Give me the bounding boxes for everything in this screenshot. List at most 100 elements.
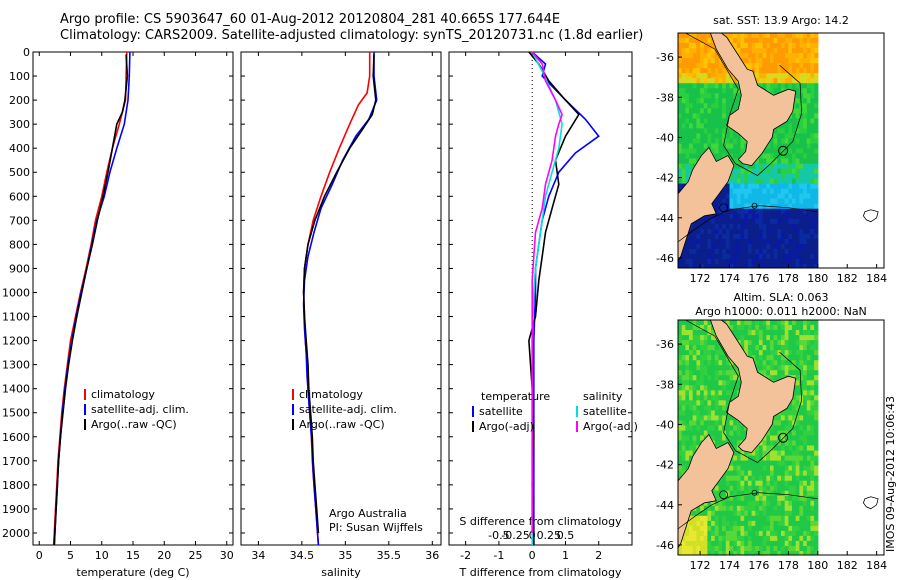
heat-cell [766, 460, 771, 467]
heat-cell [678, 63, 683, 69]
heat-cell [806, 540, 812, 547]
heat-cell [744, 233, 749, 240]
heat-cell [689, 148, 694, 155]
heat-cell [803, 178, 808, 185]
heat-cell [681, 415, 686, 421]
heat-cell [725, 485, 731, 492]
heat-cell [781, 233, 786, 240]
heat-cell [803, 475, 808, 482]
heat-cell [762, 233, 767, 240]
heat-cell [700, 530, 705, 537]
heat-cell [788, 168, 793, 175]
heat-cell [747, 485, 753, 492]
heat-cell [773, 360, 778, 366]
heat-cell [795, 248, 800, 255]
map-frame [677, 319, 885, 556]
heat-cell [711, 420, 716, 426]
heat-cell [736, 445, 742, 452]
heat-cell [711, 405, 716, 411]
heat-cell [799, 551, 804, 555]
heat-cell [799, 113, 804, 119]
heat-cell [744, 48, 749, 54]
heat-cell [685, 520, 690, 527]
heat-cell [784, 420, 789, 426]
heat-cell [678, 470, 683, 477]
heat-cell [773, 38, 778, 44]
heat-cell [703, 515, 709, 522]
heat-cell [762, 460, 767, 467]
heat-cell [696, 264, 701, 268]
heat-cell [810, 108, 815, 114]
heat-cell [733, 133, 738, 139]
heat-cell [806, 78, 812, 84]
heat-cell [707, 228, 712, 235]
heat-cell [799, 128, 804, 134]
heat-cell [696, 405, 701, 411]
heat-cell [736, 173, 742, 180]
heat-cell [770, 218, 775, 225]
heat-cell [773, 330, 778, 336]
heat-cell [722, 510, 727, 517]
heat-cell [803, 505, 808, 512]
heat-cell [703, 395, 709, 401]
heat-cell [758, 33, 764, 39]
heat-cell [810, 355, 815, 361]
heat-cell [795, 495, 800, 502]
heat-cell [814, 530, 819, 537]
heat-cell [722, 505, 727, 512]
heat-cell [766, 223, 771, 230]
heat-cell [685, 243, 690, 250]
heat-cell [792, 163, 797, 170]
chatham-islands [862, 209, 879, 223]
heat-cell [681, 335, 686, 341]
heat-cell [696, 103, 701, 109]
heat-cell [689, 58, 694, 64]
heat-cell [770, 228, 775, 235]
heat-cell [733, 148, 738, 155]
heat-cell [766, 345, 771, 351]
heat-cell [714, 415, 720, 421]
heat-cell [718, 248, 723, 255]
heat-cell [777, 88, 782, 94]
heat-cell [751, 480, 756, 487]
heat-cell [751, 355, 756, 361]
heat-cell [762, 228, 767, 235]
heat-cell [711, 264, 716, 268]
heat-cell [678, 455, 683, 462]
x-tick-label: 184 [866, 272, 887, 285]
heat-cell [795, 83, 800, 89]
heat-cell [810, 98, 815, 104]
heat-cell [766, 520, 771, 527]
heat-cell [770, 551, 775, 555]
heat-cell [703, 410, 709, 416]
figure-title-line1: Argo profile: CS 5903647_60 01-Aug-2012 … [60, 12, 561, 27]
heat-cell [725, 515, 731, 522]
heat-cell [718, 355, 723, 361]
heat-cell [689, 425, 694, 431]
heat-cell [747, 33, 753, 39]
heat-cell [814, 233, 819, 240]
heat-cell [777, 63, 782, 69]
heat-cell [814, 259, 819, 265]
heat-cell [729, 440, 734, 447]
y-tick-label: 1300 [2, 359, 30, 372]
heat-cell [814, 430, 819, 437]
heat-cell [718, 405, 723, 411]
heat-cell [762, 63, 767, 69]
heat-cell [803, 400, 808, 406]
heat-cell [777, 551, 782, 555]
heat-cell [781, 415, 786, 421]
heat-cell [722, 148, 727, 155]
series-argo-adj- [528, 51, 580, 545]
heat-cell [758, 490, 764, 497]
heat-cell [814, 365, 819, 371]
heat-cell [685, 535, 690, 542]
heat-cell [762, 435, 767, 442]
heat-cell [722, 133, 727, 139]
heat-cell [733, 525, 738, 532]
heat-cell [700, 48, 705, 54]
heat-cell [700, 53, 705, 59]
heat-cell [788, 450, 793, 457]
heat-cell [685, 138, 690, 144]
heat-cell [736, 163, 742, 170]
